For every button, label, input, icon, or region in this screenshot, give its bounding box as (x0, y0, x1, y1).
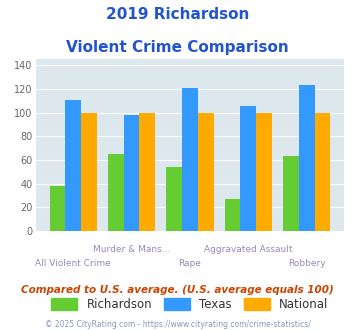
Bar (256, 113, 272, 231)
Text: Robbery: Robbery (288, 259, 326, 268)
Bar (315, 113, 330, 231)
Text: © 2025 CityRating.com - https://www.cityrating.com/crime-statistics/: © 2025 CityRating.com - https://www.city… (45, 320, 310, 329)
Bar (225, 199, 240, 231)
Bar (108, 154, 124, 231)
Bar (283, 156, 299, 231)
Bar (166, 167, 182, 231)
Bar (81, 113, 97, 231)
Text: All Violent Crime: All Violent Crime (35, 259, 111, 268)
Bar (65, 100, 81, 231)
Bar (124, 115, 140, 231)
Text: 2019 Richardson: 2019 Richardson (106, 7, 249, 21)
Text: Aggravated Assault: Aggravated Assault (204, 245, 293, 254)
Bar (240, 106, 256, 231)
Text: Rape: Rape (179, 259, 201, 268)
Bar (299, 85, 315, 231)
Text: Violent Crime Comparison: Violent Crime Comparison (66, 40, 289, 54)
Bar (198, 113, 214, 231)
Text: Compared to U.S. average. (U.S. average equals 100): Compared to U.S. average. (U.S. average … (21, 285, 334, 295)
Legend: Richardson, Texas, National: Richardson, Texas, National (47, 293, 333, 316)
Text: Murder & Mans...: Murder & Mans... (93, 245, 170, 254)
Bar (140, 113, 155, 231)
Bar (50, 186, 65, 231)
Bar (182, 88, 198, 231)
